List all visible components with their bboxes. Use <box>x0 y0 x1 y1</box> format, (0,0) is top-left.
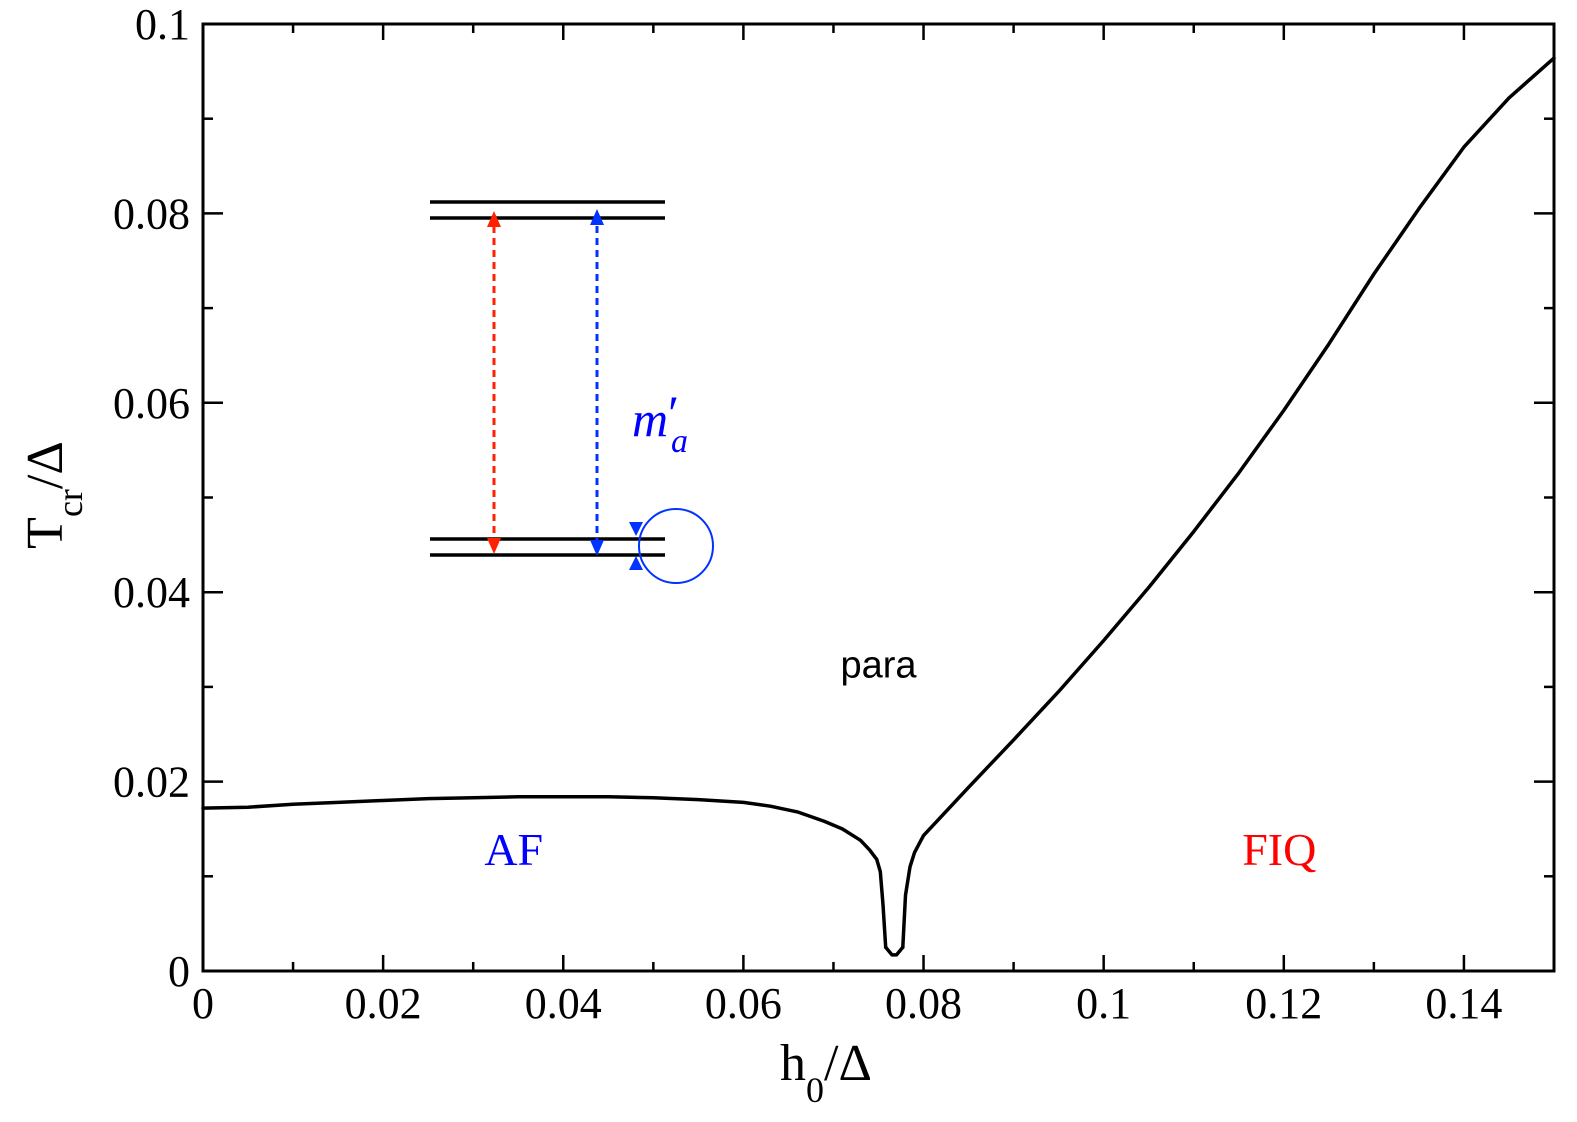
series-group <box>201 56 1556 957</box>
y-tick-label: 0.04 <box>113 568 190 617</box>
y-tick-labels: 0 0.02 0.04 0.06 0.08 0.1 <box>113 0 190 996</box>
y-tick-label: 0.1 <box>135 0 190 49</box>
x-tick-label: 0.04 <box>525 979 602 1028</box>
m-prime-label: m′ a <box>632 385 688 460</box>
series-line <box>901 56 1556 950</box>
para-label: para <box>840 644 917 686</box>
x-axis-title: h0/Δ <box>780 1035 872 1110</box>
loop-arrow-head-top <box>629 522 643 536</box>
y-axis-title: Tcr/Δ <box>17 441 90 549</box>
x-tick-label: 0.12 <box>1245 979 1322 1028</box>
series-line <box>201 795 888 950</box>
x-tick-label: 0.14 <box>1425 979 1502 1028</box>
x-tick-label: 0.02 <box>345 979 422 1028</box>
red-arrow-head-down <box>487 538 501 554</box>
x-tick-label: 0.1 <box>1076 979 1131 1028</box>
loop-arrow-head-bottom <box>629 556 643 570</box>
fiq-label: FIQ <box>1242 824 1316 875</box>
red-arrow-head-up <box>487 211 501 227</box>
energy-level-diagram: m′ a <box>430 200 714 584</box>
x-tick-label: 0.06 <box>705 979 782 1028</box>
y-tick-label: 0.02 <box>113 758 190 807</box>
y-tick-label: 0 <box>168 947 190 996</box>
y-tick-label: 0.06 <box>113 379 190 428</box>
axis-ticks <box>201 22 1556 973</box>
blue-arrow-head-down <box>590 540 604 556</box>
x-tick-label: 0 <box>192 979 214 1028</box>
x-tick-labels: 0 0.02 0.04 0.06 0.08 0.1 0.12 0.14 <box>192 979 1502 1028</box>
plot-frame <box>201 22 1556 973</box>
x-tick-label: 0.08 <box>885 979 962 1028</box>
series-line <box>883 945 905 957</box>
af-label: AF <box>484 824 543 875</box>
self-loop-circle <box>638 508 714 584</box>
y-tick-label: 0.08 <box>113 189 190 238</box>
blue-arrow-head-up <box>590 209 604 225</box>
